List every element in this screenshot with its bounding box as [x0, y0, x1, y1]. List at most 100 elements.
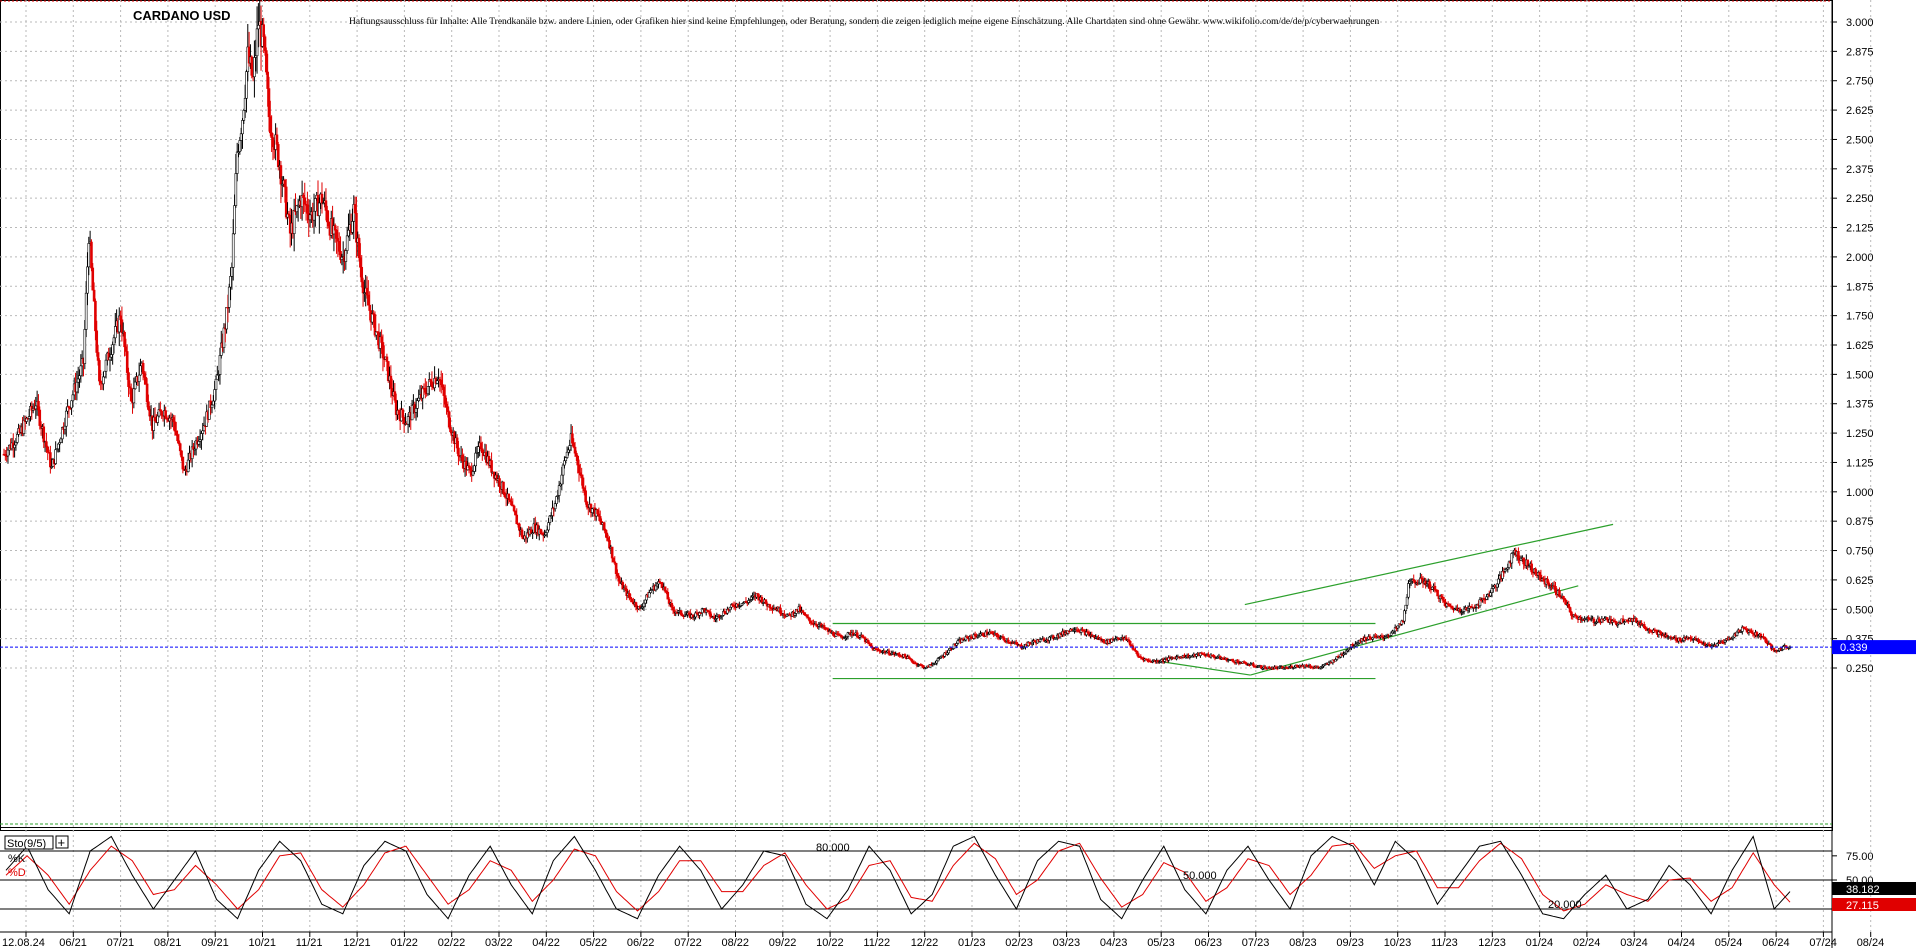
candle-body [416, 400, 419, 409]
candle-body [547, 522, 550, 531]
candle-body [153, 416, 157, 422]
candle-body [213, 389, 216, 402]
candle-body [424, 388, 427, 393]
candle-body [1489, 592, 1492, 597]
candle-body [764, 599, 768, 604]
d-value-badge [1832, 898, 1916, 911]
candle-body [104, 359, 108, 372]
candle-body [234, 173, 238, 206]
candle-body [231, 233, 235, 268]
candle-body [1517, 551, 1520, 560]
y-tick-label: 2.750 [1846, 76, 1874, 88]
y-tick-label: 2.125 [1846, 223, 1874, 235]
candle-body [469, 467, 472, 471]
candle-body [1678, 637, 1682, 642]
candle-body [1542, 578, 1545, 582]
candle-body [238, 140, 242, 152]
candle-body [539, 528, 542, 534]
candle-body [421, 387, 424, 399]
candle-body [137, 374, 141, 382]
candle-body [630, 598, 634, 603]
k-value-badge [1832, 882, 1916, 895]
trend-line [1244, 523, 1614, 606]
y-tick-label: 1.500 [1846, 369, 1874, 381]
candle-body [1592, 618, 1596, 623]
grid-lines [0, 0, 1872, 932]
candle-body [1396, 625, 1400, 629]
candle-body [318, 202, 321, 217]
candle-body [612, 557, 615, 563]
candle-body [585, 501, 589, 508]
candle-body [45, 441, 48, 448]
candle-body [480, 448, 484, 453]
candle-body [935, 660, 939, 664]
candle-body [25, 417, 28, 422]
legend-d: %D [8, 867, 26, 879]
candle-body [355, 212, 358, 243]
candle-body [15, 434, 19, 443]
candle-body [832, 632, 835, 636]
candle-body [602, 522, 606, 530]
candle-body [1207, 654, 1210, 657]
x-tick-label: 07/22 [674, 937, 702, 948]
candle-body [367, 294, 370, 306]
candle-body [1597, 618, 1601, 622]
candle-body [747, 600, 750, 603]
candle-body [514, 510, 517, 516]
candle-body [95, 330, 99, 353]
candle-body [243, 97, 247, 111]
candle-body [336, 238, 340, 242]
x-tick-label: 09/21 [201, 937, 229, 948]
candle-body [245, 71, 248, 99]
candle-body [1407, 583, 1410, 598]
candle-body [1558, 590, 1561, 597]
candle-body [760, 597, 764, 604]
candle-body [544, 532, 548, 536]
candle-body [94, 300, 97, 332]
x-tick-label: 04/23 [1100, 937, 1128, 948]
candle-body [1436, 589, 1439, 597]
y-tick-label: 1.875 [1846, 281, 1874, 293]
candle-body [446, 406, 450, 413]
candle-body [1389, 632, 1393, 636]
candle-body [471, 471, 475, 476]
candle-body [643, 599, 647, 604]
candle-body [59, 438, 63, 443]
candle-body [178, 443, 182, 452]
d-value: 27.115 [1846, 900, 1879, 912]
candle-body [507, 493, 511, 501]
disclaimer-text: Haftungsausschluss für Inhalte: Alle Tre… [349, 16, 1380, 27]
candle-body [700, 608, 704, 614]
chart-title: CARDANO USD [133, 8, 231, 23]
candle-body [414, 408, 418, 413]
candle-body [102, 376, 105, 385]
indicator-add-button[interactable] [55, 835, 69, 849]
candle-body [1404, 604, 1408, 612]
candle-body [1741, 626, 1744, 632]
candle-body [429, 379, 432, 383]
candle-body [561, 464, 565, 476]
candle-body [96, 352, 100, 361]
candle-body [473, 465, 476, 472]
y-tick-label: 0.875 [1846, 516, 1874, 528]
candle-body [779, 607, 782, 614]
x-tick-label: 08/22 [722, 937, 750, 948]
candle-body [610, 546, 614, 559]
candle-body [181, 456, 185, 470]
y-tick-label: 2.250 [1846, 193, 1874, 205]
candle-body [380, 336, 383, 343]
y-tick-label: 2.375 [1846, 164, 1874, 176]
y-tick-label: 1.750 [1846, 311, 1874, 323]
candle-body [225, 307, 228, 330]
candle-body [295, 205, 299, 213]
candle-body [439, 379, 443, 386]
x-tick-label: 06/22 [627, 937, 655, 948]
candle-body [54, 449, 57, 464]
candle-body [1522, 557, 1525, 565]
candle-body [120, 319, 124, 333]
candle-body [1497, 578, 1500, 585]
candle-body [1232, 660, 1235, 663]
candle-body [867, 642, 871, 645]
candle-body [27, 416, 31, 419]
